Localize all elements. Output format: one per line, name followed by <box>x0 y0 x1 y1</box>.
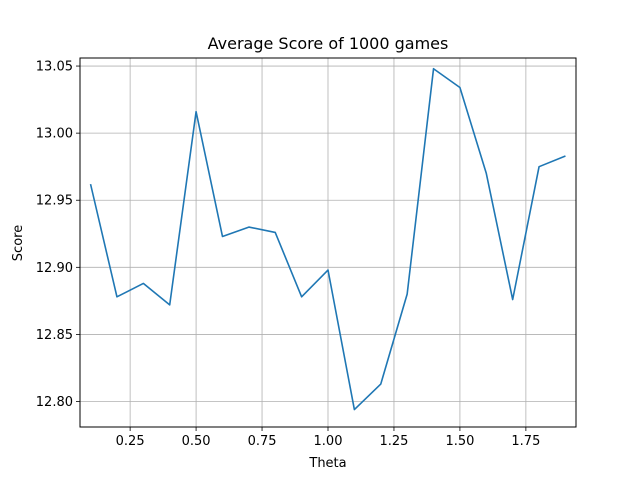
x-axis-label: Theta <box>308 456 346 471</box>
chart-title: Average Score of 1000 games <box>208 34 449 53</box>
series-line <box>89 67 566 411</box>
y-tick-label: 12.80 <box>36 395 73 410</box>
y-axis-label: Score <box>11 225 26 261</box>
y-tick-label: 12.85 <box>36 328 73 343</box>
series-layer <box>89 67 566 411</box>
y-tick-label: 13.00 <box>36 127 73 142</box>
grid-lines <box>80 58 576 427</box>
x-tick-label: 1.50 <box>445 434 474 449</box>
x-tick-label: 1.75 <box>511 434 540 449</box>
x-tick-label: 0.50 <box>182 434 211 449</box>
y-tick-label: 13.05 <box>36 60 73 75</box>
x-tick-label: 1.25 <box>379 434 408 449</box>
x-axis-ticks: 0.25 0.50 0.75 1.00 1.25 1.50 1.75 <box>116 427 540 449</box>
y-tick-label: 12.95 <box>36 194 73 209</box>
y-tick-label: 12.90 <box>36 261 73 276</box>
x-tick-label: 0.75 <box>248 434 277 449</box>
x-tick-label: 0.25 <box>116 434 145 449</box>
x-tick-label: 1.00 <box>314 434 343 449</box>
y-axis-ticks: 12.80 12.85 12.90 12.95 13.00 13.05 <box>36 60 80 410</box>
